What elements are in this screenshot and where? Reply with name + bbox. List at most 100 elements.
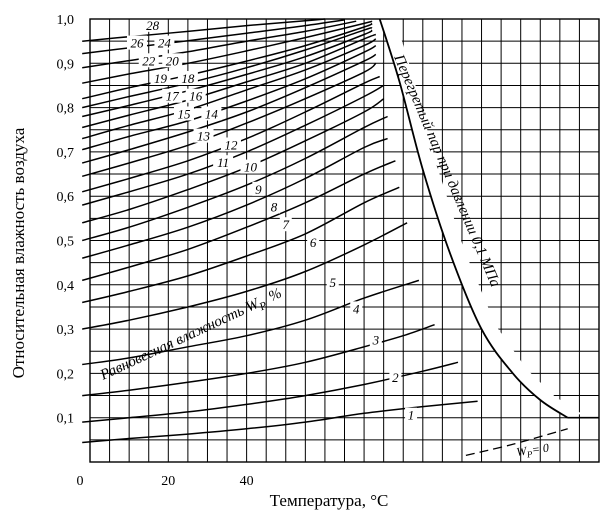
axes: 0,1 0,2 0,3 0,4 0,5 0,6 0,7 0,8 0,9 1,0 0 20 40 [57, 13, 600, 489]
curve-label-bg [240, 159, 261, 174]
series-line [82, 20, 373, 84]
curve-label: 13 [197, 129, 211, 144]
series-line [82, 186, 400, 304]
superheated-steam-label: Перегретый пар при давлении 0,1 МПа [390, 51, 503, 289]
curve-label-bg [201, 106, 222, 121]
curve-label: 2 [392, 370, 399, 385]
curve-label: 9 [255, 182, 262, 197]
series-line [81, 75, 380, 193]
wp-zero-w: W [515, 444, 528, 459]
curve-label-bg [307, 234, 320, 249]
curve-label: 26 [130, 36, 144, 51]
y-tick-label: 0,7 [57, 146, 75, 161]
curve-label-bg [185, 88, 206, 103]
y-tick-label: 0,9 [57, 57, 75, 72]
curves [81, 18, 568, 457]
y-tick-label: 0,4 [57, 279, 75, 294]
curve-label: 17 [166, 89, 180, 104]
series-line [81, 62, 377, 178]
y-tick-label: 0,1 [57, 412, 75, 427]
curve-label-bg [138, 53, 159, 68]
y-axis-title: Относительная влажность воздуха [9, 127, 28, 378]
curve-label-bg [350, 301, 363, 316]
boundary-label-strip [379, 15, 582, 418]
y-tick-label: 0,3 [57, 323, 75, 338]
series-line [81, 44, 377, 151]
curve-label: 4 [353, 301, 360, 316]
wp-zero-sub: P [525, 449, 533, 460]
curve-label-bg [369, 332, 382, 347]
curve-label-bg [389, 370, 402, 385]
superheated-steam-boundary [378, 18, 569, 419]
curve-label: 18 [181, 71, 195, 86]
series-line [82, 19, 345, 55]
y-tick-label: 0,2 [57, 367, 75, 382]
curve-label: 24 [158, 36, 172, 51]
series-line [82, 279, 420, 366]
curve-label: 20 [166, 53, 180, 68]
x-tick-label: 40 [240, 474, 254, 489]
series-line [82, 18, 325, 42]
series-line [82, 323, 435, 397]
curve-label-bg [173, 106, 194, 121]
series-line [82, 26, 373, 109]
curve-label: 10 [244, 160, 258, 175]
curve-label-bg [252, 181, 265, 196]
curve-label: 19 [154, 71, 168, 86]
curve-label-bg [220, 137, 241, 152]
curve-label: 16 [189, 89, 203, 104]
wp-zero-label: WP= 0 [515, 441, 550, 461]
curve-label: 8 [271, 199, 278, 214]
wp-zero-value: = 0 [531, 441, 550, 457]
curve-label-bg [405, 407, 418, 422]
series-line [82, 20, 357, 69]
series-line [82, 33, 377, 129]
y-tick-label: 0,5 [57, 235, 75, 250]
series-line [82, 361, 459, 423]
curve-label-bg [279, 217, 292, 232]
series-line [81, 115, 388, 242]
curve-label: 14 [205, 106, 219, 121]
curve-label-bg [268, 199, 281, 214]
plot-frame [89, 18, 600, 463]
series-line [81, 53, 377, 164]
curve-label-bg [326, 274, 339, 289]
curve-label-bg [142, 17, 163, 32]
curve-label: 22 [142, 53, 156, 68]
series-line [82, 29, 373, 118]
curve-label: 12 [224, 137, 238, 152]
series-line [82, 22, 373, 100]
y-tick-label: 0,8 [57, 102, 75, 117]
curve-label: 1 [408, 408, 415, 423]
curve-label-bg [126, 35, 147, 50]
curve-label: 11 [217, 155, 229, 170]
curve-label: 28 [146, 18, 160, 33]
curve-label: 3 [372, 332, 380, 347]
series-line [82, 222, 408, 330]
curve-label: 5 [330, 275, 337, 290]
curve-label: 7 [283, 217, 290, 232]
curve-label-bg [162, 88, 183, 103]
series-line [81, 38, 377, 140]
x-axis-title: Температура, °C [270, 491, 389, 510]
y-tick-label: 1,0 [57, 13, 75, 28]
series-line [81, 137, 388, 259]
boundary-group [378, 15, 599, 419]
curve-label-bg [154, 35, 175, 50]
curve-label-bg [213, 155, 234, 170]
series-line [82, 400, 478, 444]
curve-label: 6 [310, 235, 317, 250]
curve-label: 15 [177, 106, 191, 121]
curve-label-bg [150, 71, 171, 86]
series-line [465, 428, 568, 457]
curve-label-bg [162, 53, 183, 68]
band-label-unit: % [266, 285, 284, 305]
y-tick-label: 0,6 [57, 190, 75, 205]
x-tick-label: 20 [161, 474, 175, 489]
x-tick-label: 0 [77, 474, 84, 489]
curve-label-bg [177, 71, 198, 86]
series-line [81, 84, 385, 206]
